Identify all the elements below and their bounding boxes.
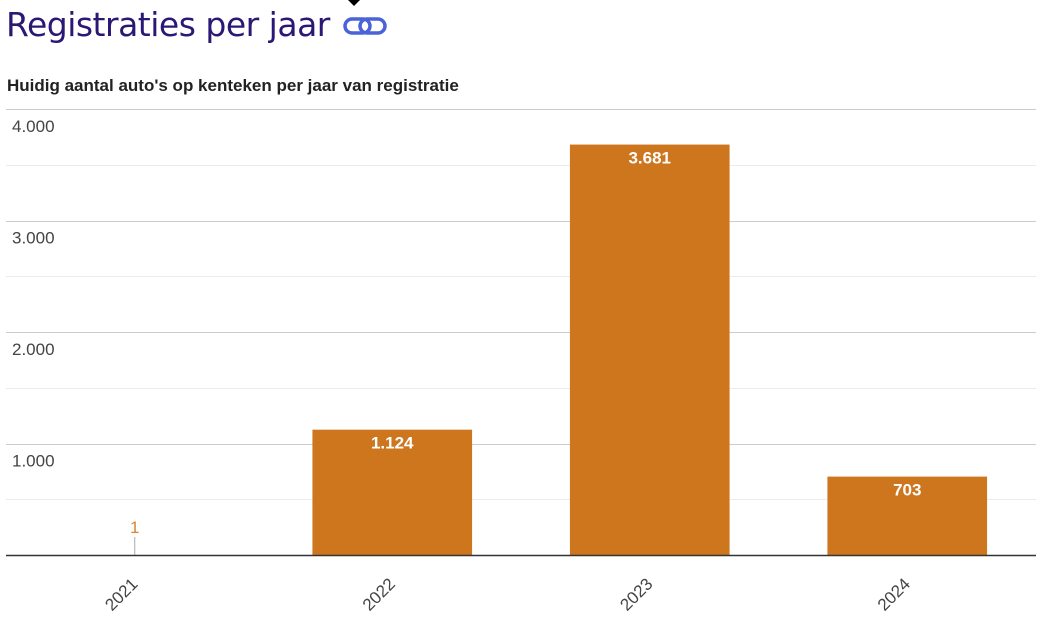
x-tick-label: 2021 bbox=[101, 574, 141, 614]
bar bbox=[312, 429, 473, 555]
x-tick-label: 2024 bbox=[874, 574, 914, 614]
y-tick-label: 1.000 bbox=[12, 452, 55, 471]
chart-title: Huidig aantal auto's op kenteken per jaa… bbox=[7, 76, 459, 95]
x-tick-label: 2022 bbox=[359, 574, 399, 614]
data-label: 703 bbox=[893, 481, 921, 500]
bar bbox=[569, 144, 730, 556]
bar bbox=[827, 476, 988, 555]
section-heading: Registraties per jaar bbox=[6, 0, 388, 48]
y-tick-label: 2.000 bbox=[12, 340, 55, 359]
caret-marker bbox=[348, 0, 360, 6]
bar-chart: 1.000 2.000 3.000 4.000 1 2021 1.124 2022 3.681 2… bbox=[6, 109, 1036, 615]
data-label: 3.681 bbox=[628, 149, 671, 168]
y-tick-label: 3.000 bbox=[12, 229, 55, 248]
data-label: 1 bbox=[130, 518, 139, 537]
page-title: Registraties per jaar bbox=[6, 4, 330, 44]
data-label: 1.124 bbox=[371, 434, 414, 453]
link-icon[interactable] bbox=[342, 8, 388, 40]
x-tick-label: 2023 bbox=[616, 574, 656, 614]
y-tick-label: 4.000 bbox=[12, 117, 55, 136]
